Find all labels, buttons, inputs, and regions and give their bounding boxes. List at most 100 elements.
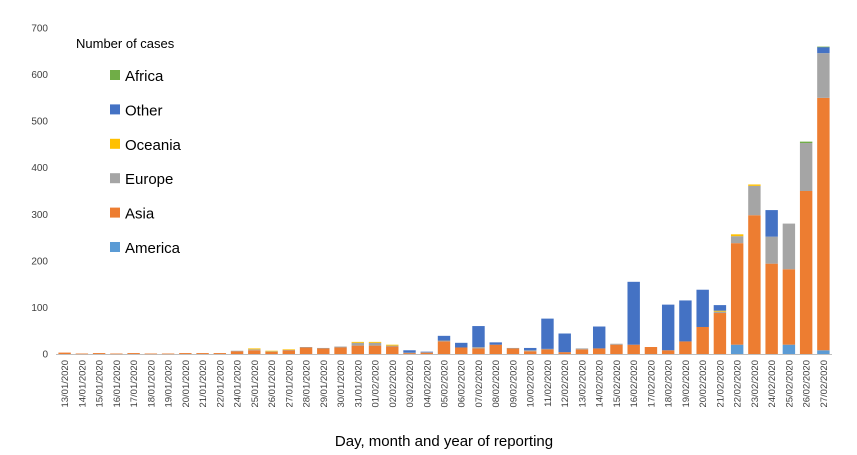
bar-asia-segment bbox=[230, 351, 244, 354]
bar-asia-segment bbox=[610, 344, 623, 354]
x-tick-label: 13/01/2020 bbox=[60, 360, 71, 408]
bar-asia-segment bbox=[541, 349, 554, 354]
x-tick-label: 24/02/2020 bbox=[767, 360, 778, 408]
bar-other-segment bbox=[524, 347, 537, 351]
bar-asia-segment bbox=[127, 353, 140, 354]
bar-africa-segment bbox=[817, 46, 830, 48]
bar-europe-segment bbox=[506, 347, 520, 349]
bar-oceania-segment bbox=[748, 184, 761, 186]
x-tick-label: 22/02/2020 bbox=[733, 360, 744, 408]
legend-swatch-africa bbox=[110, 70, 120, 80]
legend-swatch-europe bbox=[110, 173, 120, 184]
x-tick-label: 05/02/2020 bbox=[440, 360, 451, 408]
x-axis-ticks: 13/01/2020 14/01/2020 15/01/2020 16/01/2020… bbox=[60, 360, 830, 408]
x-tick-label: 15/02/2020 bbox=[612, 360, 623, 408]
bar-other-segment bbox=[679, 300, 692, 342]
bar-other-segment bbox=[403, 350, 416, 353]
x-tick-label: 17/02/2020 bbox=[646, 360, 657, 408]
bar-europe-segment bbox=[713, 311, 727, 314]
legend-title: Number of cases bbox=[76, 36, 175, 51]
bar-europe-segment bbox=[472, 347, 485, 349]
bar-europe-segment bbox=[765, 236, 778, 264]
legend-label-oceania: Oceania bbox=[125, 137, 182, 154]
bar-asia-segment bbox=[765, 263, 778, 354]
bar-asia-segment bbox=[730, 243, 744, 345]
bar-asia-segment bbox=[110, 353, 123, 355]
bar-asia-segment bbox=[386, 346, 399, 354]
x-tick-label: 20/01/2020 bbox=[181, 360, 192, 408]
bar-oceania-segment bbox=[248, 348, 261, 350]
bar-oceania-segment bbox=[265, 350, 278, 352]
x-tick-label: 24/01/2020 bbox=[233, 360, 244, 408]
x-tick-label: 23/02/2020 bbox=[750, 360, 761, 408]
x-tick-label: 16/01/2020 bbox=[112, 360, 123, 408]
bar-asia-segment bbox=[299, 347, 313, 354]
x-tick-label: 28/01/2020 bbox=[302, 360, 313, 408]
bar-asia-segment bbox=[506, 348, 520, 354]
x-tick-label: 11/02/2020 bbox=[543, 360, 554, 407]
x-tick-label: 20/02/2020 bbox=[698, 360, 709, 408]
bar-asia-segment bbox=[334, 347, 347, 354]
x-tick-label: 30/01/2020 bbox=[336, 360, 347, 408]
bars-group bbox=[58, 46, 830, 355]
bar-asia-segment bbox=[213, 353, 227, 354]
bar-other-segment bbox=[592, 326, 606, 349]
y-tick-label: 300 bbox=[31, 210, 48, 221]
y-tick-label: 400 bbox=[31, 163, 48, 174]
bar-asia-segment bbox=[679, 341, 692, 354]
bar-asia-segment bbox=[161, 353, 175, 355]
bar-europe-segment bbox=[299, 347, 313, 348]
bar-europe-segment bbox=[782, 223, 796, 270]
x-tick-label: 06/02/2020 bbox=[457, 360, 468, 408]
bar-europe-segment bbox=[817, 53, 830, 98]
bar-europe-segment bbox=[403, 352, 416, 354]
x-tick-label: 29/01/2020 bbox=[319, 360, 330, 408]
bar-other-segment bbox=[437, 335, 451, 341]
bar-asia-segment bbox=[748, 215, 761, 354]
x-tick-label: 03/02/2020 bbox=[405, 360, 416, 408]
bar-europe-segment bbox=[748, 185, 761, 216]
bar-oceania-segment bbox=[282, 349, 296, 350]
bar-asia-segment bbox=[713, 313, 727, 354]
bar-asia-segment bbox=[799, 191, 813, 354]
y-tick-label: 500 bbox=[31, 117, 48, 128]
x-tick-label: 21/01/2020 bbox=[198, 360, 209, 408]
bar-other-segment bbox=[455, 342, 468, 348]
legend-label-europe: Europe bbox=[125, 171, 173, 188]
bar-europe-segment bbox=[386, 345, 399, 347]
legend-swatch-america bbox=[110, 242, 120, 252]
bar-asia-segment bbox=[524, 351, 537, 354]
bar-europe-segment bbox=[524, 350, 537, 352]
x-tick-label: 26/01/2020 bbox=[267, 360, 278, 408]
x-tick-label: 27/02/2020 bbox=[819, 360, 830, 408]
bar-europe-segment bbox=[248, 349, 261, 351]
x-tick-label: 13/02/2020 bbox=[577, 360, 588, 408]
bar-asia-segment bbox=[265, 351, 278, 354]
bar-europe-segment bbox=[420, 352, 433, 353]
bar-oceania-segment bbox=[730, 234, 744, 237]
bar-other-segment bbox=[472, 326, 485, 348]
x-tick-label: 19/01/2020 bbox=[164, 360, 175, 408]
bar-europe-segment bbox=[230, 350, 244, 352]
bar-europe-segment bbox=[265, 351, 278, 352]
x-tick-label: 17/01/2020 bbox=[129, 360, 140, 408]
x-tick-label: 09/02/2020 bbox=[508, 360, 519, 408]
x-tick-label: 27/01/2020 bbox=[284, 360, 295, 408]
x-tick-label: 31/01/2020 bbox=[353, 360, 364, 408]
bar-other-segment bbox=[558, 333, 571, 353]
bar-europe-segment bbox=[799, 143, 813, 191]
x-tick-label: 21/02/2020 bbox=[715, 360, 726, 408]
bar-oceania-segment bbox=[713, 310, 727, 312]
legend-label-america: America bbox=[125, 240, 181, 257]
x-tick-label: 02/02/2020 bbox=[388, 360, 399, 408]
bar-other-segment bbox=[420, 351, 433, 353]
x-tick-label: 22/01/2020 bbox=[215, 360, 226, 408]
bar-europe-segment bbox=[575, 348, 589, 350]
x-tick-label: 07/02/2020 bbox=[474, 360, 485, 408]
bar-asia-segment bbox=[558, 352, 571, 354]
bar-asia-segment bbox=[782, 269, 796, 345]
bar-asia-segment bbox=[144, 353, 158, 355]
x-tick-label: 10/02/2020 bbox=[526, 360, 537, 408]
x-tick-label: 04/02/2020 bbox=[422, 360, 433, 408]
